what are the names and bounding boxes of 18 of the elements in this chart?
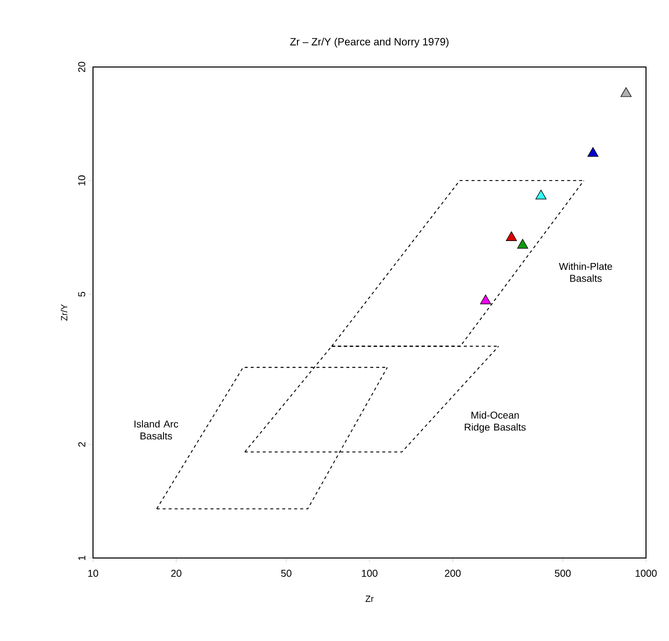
- x-tick-label: 10: [88, 570, 98, 577]
- x-tick-label: 100: [362, 570, 378, 577]
- y-tick-label: 10: [78, 175, 86, 186]
- annotation: Within-Plate Basalts: [558, 262, 612, 282]
- y-tick-label: 5: [78, 292, 86, 297]
- x-tick-label: 20: [171, 570, 182, 577]
- chart-title: Zr – Zr/Y (Pearce and Norry 1979): [290, 38, 448, 48]
- x-tick-label: 50: [281, 570, 292, 577]
- x-tick-label: 500: [554, 570, 571, 577]
- y-axis-title: Zr/Y: [60, 304, 68, 321]
- x-tick-label: 1000: [636, 570, 657, 577]
- x-tick-label: 200: [444, 570, 461, 577]
- y-tick-label: 2: [78, 442, 86, 447]
- annotation: Island Arc Basalts: [134, 420, 178, 440]
- x-axis-title: Zr: [366, 596, 374, 602]
- y-tick-label: 20: [78, 62, 86, 72]
- y-tick-label: 1: [78, 556, 86, 560]
- annotation: Mid-Ocean Ridge Basalts: [464, 411, 526, 433]
